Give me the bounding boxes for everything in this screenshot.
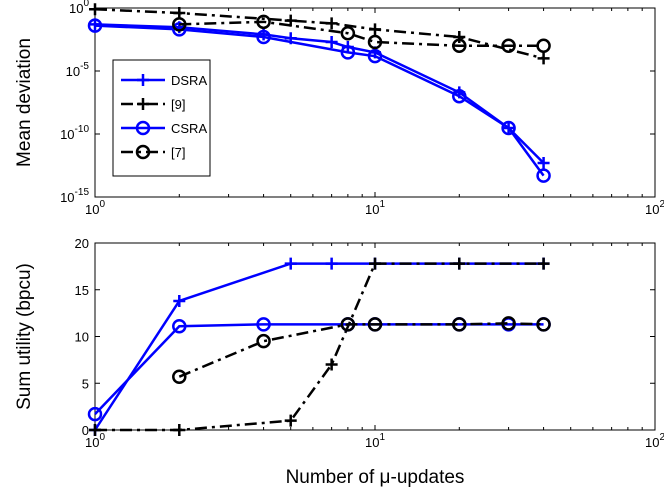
x-tick-label-exponent: 1	[379, 199, 385, 210]
y-tick-label: 10-15	[60, 187, 89, 205]
x-tick-label-exponent: 0	[99, 432, 105, 443]
series-line	[178, 322, 544, 378]
legend-label: [7]	[171, 145, 185, 160]
marker	[367, 48, 383, 64]
marker	[369, 257, 381, 270]
x-tick-label-base: 10	[365, 435, 379, 450]
marker	[536, 317, 551, 332]
y-tick-label-exponent: -5	[80, 61, 89, 72]
x-axis-label: Number of μ-updates	[286, 467, 465, 488]
marker	[256, 29, 271, 45]
y-tick-label-base: 10	[69, 1, 83, 16]
marker	[537, 156, 550, 169]
marker	[87, 406, 103, 422]
x-tick-label-base: 10	[645, 435, 659, 450]
marker	[452, 38, 467, 54]
marker	[537, 257, 550, 270]
x-tick-label: 102	[645, 432, 664, 450]
marker	[256, 317, 271, 332]
x-tick-label-base: 10	[645, 202, 659, 217]
marker	[501, 316, 516, 331]
x-tick-label: 100	[85, 199, 105, 217]
marker	[173, 294, 186, 307]
marker	[367, 317, 383, 332]
legend-label: [9]	[171, 97, 185, 112]
marker	[501, 120, 516, 136]
marker	[325, 257, 338, 270]
x-tick-label-exponent: 1	[379, 432, 385, 443]
y-tick-label-base: 10	[60, 127, 74, 142]
marker	[453, 257, 466, 270]
y-tick-label-base: 10	[66, 64, 80, 79]
y-tick-label: 10-10	[60, 124, 89, 142]
y-tick-label: 10-5	[66, 61, 90, 79]
marker	[284, 257, 297, 270]
marker	[325, 358, 338, 371]
marker	[369, 23, 381, 36]
legend-label: DSRA	[171, 73, 207, 88]
marker	[172, 318, 187, 334]
marker	[536, 38, 551, 54]
x-tick-label-base: 10	[365, 202, 379, 217]
marker	[137, 98, 149, 110]
marker	[135, 120, 151, 136]
y-tick-label: 10	[75, 330, 89, 345]
x-tick-label: 102	[645, 199, 664, 217]
y-axis-label: Mean deviation	[14, 38, 35, 167]
series-line	[94, 24, 545, 177]
series-line	[179, 20, 544, 48]
y-tick-label: 0	[82, 423, 89, 438]
marker	[537, 52, 550, 65]
marker	[172, 369, 187, 384]
marker	[452, 317, 467, 332]
marker	[501, 38, 516, 54]
y-axis-label: Sum utility (bpcu)	[14, 263, 35, 410]
y-tick-label-exponent: 0	[83, 0, 89, 9]
x-tick-label-base: 10	[85, 435, 99, 450]
y-tick-label: 15	[75, 283, 89, 298]
y-tick-label-exponent: -15	[75, 187, 90, 198]
y-tick-label-base: 10	[60, 190, 74, 205]
marker	[256, 14, 271, 30]
marker	[135, 144, 151, 160]
marker	[367, 34, 383, 50]
marker	[284, 414, 297, 427]
y-tick-label: 100	[69, 0, 89, 16]
x-tick-label: 101	[365, 199, 385, 217]
marker	[173, 424, 186, 436]
x-tick-label: 101	[365, 432, 385, 450]
legend-label: CSRA	[171, 121, 207, 136]
y-tick-label: 20	[75, 236, 89, 251]
series-line	[94, 23, 545, 164]
plot-area	[94, 242, 656, 431]
marker	[89, 424, 101, 436]
marker	[173, 7, 186, 20]
marker	[536, 168, 551, 183]
x-tick-label-exponent: 2	[659, 199, 664, 210]
marker	[172, 17, 187, 32]
x-tick-label-exponent: 0	[99, 199, 105, 210]
marker	[137, 74, 149, 86]
marker	[340, 25, 356, 41]
x-tick-label-exponent: 2	[659, 432, 664, 443]
marker	[325, 36, 338, 49]
marker	[340, 45, 356, 60]
x-tick-label-base: 10	[85, 202, 99, 217]
marker	[89, 3, 101, 16]
marker	[340, 317, 356, 332]
y-tick-label-exponent: -10	[75, 124, 90, 135]
marker	[87, 18, 103, 33]
marker	[325, 17, 338, 30]
x-tick-label: 100	[85, 432, 105, 450]
marker	[452, 88, 467, 104]
marker	[256, 333, 271, 349]
y-tick-label: 5	[82, 376, 89, 391]
